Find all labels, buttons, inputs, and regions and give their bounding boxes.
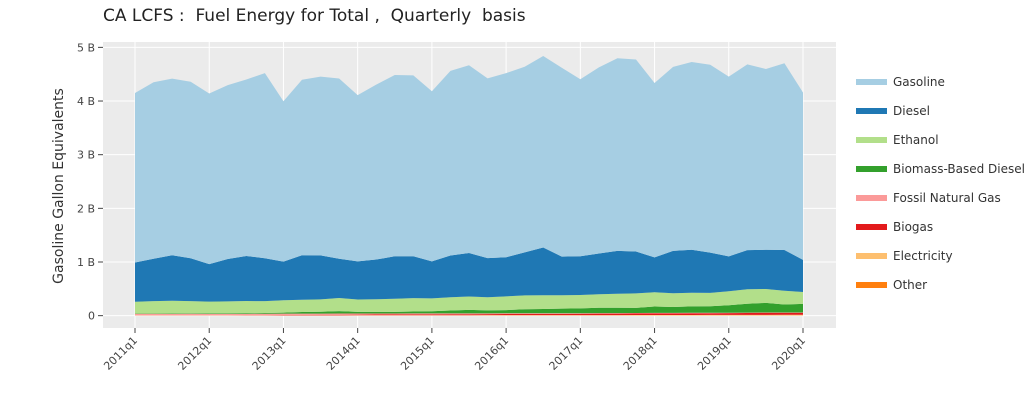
legend-swatch	[856, 252, 887, 259]
y-tick-label: 4 B	[77, 95, 95, 108]
legend-swatch	[856, 107, 887, 114]
y-tick-label: 2 B	[77, 202, 95, 215]
legend-label: Electricity	[893, 248, 953, 263]
legend-item-other[interactable]: Other	[856, 270, 1025, 299]
area-biogas	[135, 312, 803, 316]
legend-label: Ethanol	[893, 132, 939, 147]
area-gasoline	[135, 55, 803, 265]
x-tick-label: 2011q1	[101, 334, 140, 373]
legend-label: Gasoline	[893, 74, 945, 89]
y-tick-label: 3 B	[77, 149, 95, 162]
legend-swatch	[856, 223, 887, 230]
area-biomass-based-diesel	[135, 302, 803, 314]
legend-label: Other	[893, 277, 928, 292]
x-tick-label: 2014q1	[324, 334, 363, 373]
chart-title: CA LCFS : Fuel Energy for Total , Quarte…	[103, 6, 526, 26]
legend-item-gasoline[interactable]: Gasoline	[856, 67, 1025, 96]
legend-item-diesel[interactable]: Diesel	[856, 96, 1025, 125]
area-ethanol	[135, 288, 803, 314]
legend-item-fossil-natural-gas[interactable]: Fossil Natural Gas	[856, 183, 1025, 212]
y-tick-label: 0	[88, 310, 95, 323]
legend-item-electricity[interactable]: Electricity	[856, 241, 1025, 270]
y-axis-ticks: 0 1 B 2 B 3 B 4 B 5 B	[77, 41, 103, 323]
y-tick-label: 1 B	[77, 256, 95, 269]
x-tick-label: 2016q1	[472, 334, 511, 373]
legend-swatch	[856, 136, 887, 143]
legend-label: Biogas	[893, 219, 934, 234]
area-fossil-natural-gas	[135, 312, 803, 316]
x-tick-label: 2013q1	[250, 334, 289, 373]
legend-label: Fossil Natural Gas	[893, 190, 1001, 205]
legend: Gasoline Diesel Ethanol Biomass-Based Diese…	[856, 67, 1025, 299]
x-tick-label: 2020q1	[769, 334, 808, 373]
area-electricity	[135, 314, 803, 316]
legend-swatch	[856, 194, 887, 201]
legend-item-biogas[interactable]: Biogas	[856, 212, 1025, 241]
x-tick-label: 2018q1	[621, 334, 660, 373]
legend-swatch	[856, 281, 887, 288]
y-tick-label: 5 B	[77, 41, 95, 54]
legend-swatch	[856, 165, 887, 172]
legend-label: Biomass-Based Diesel	[893, 161, 1025, 176]
legend-swatch	[856, 78, 887, 85]
area-series	[135, 55, 803, 316]
x-tick-label: 2012q1	[175, 334, 214, 373]
x-tick-label: 2019q1	[695, 334, 734, 373]
x-tick-label: 2017q1	[547, 334, 586, 373]
x-axis-ticks: 2011q1 2012q1 2013q1 2014q1 2015q1 2016q1 2017…	[101, 328, 808, 373]
legend-item-biomass-based-diesel[interactable]: Biomass-Based Diesel	[856, 154, 1025, 183]
x-tick-label: 2015q1	[398, 334, 437, 373]
legend-item-ethanol[interactable]: Ethanol	[856, 125, 1025, 154]
legend-label: Diesel	[893, 103, 930, 118]
area-diesel	[135, 247, 803, 302]
y-axis-label: Gasoline Gallon Equivalents	[51, 88, 67, 284]
